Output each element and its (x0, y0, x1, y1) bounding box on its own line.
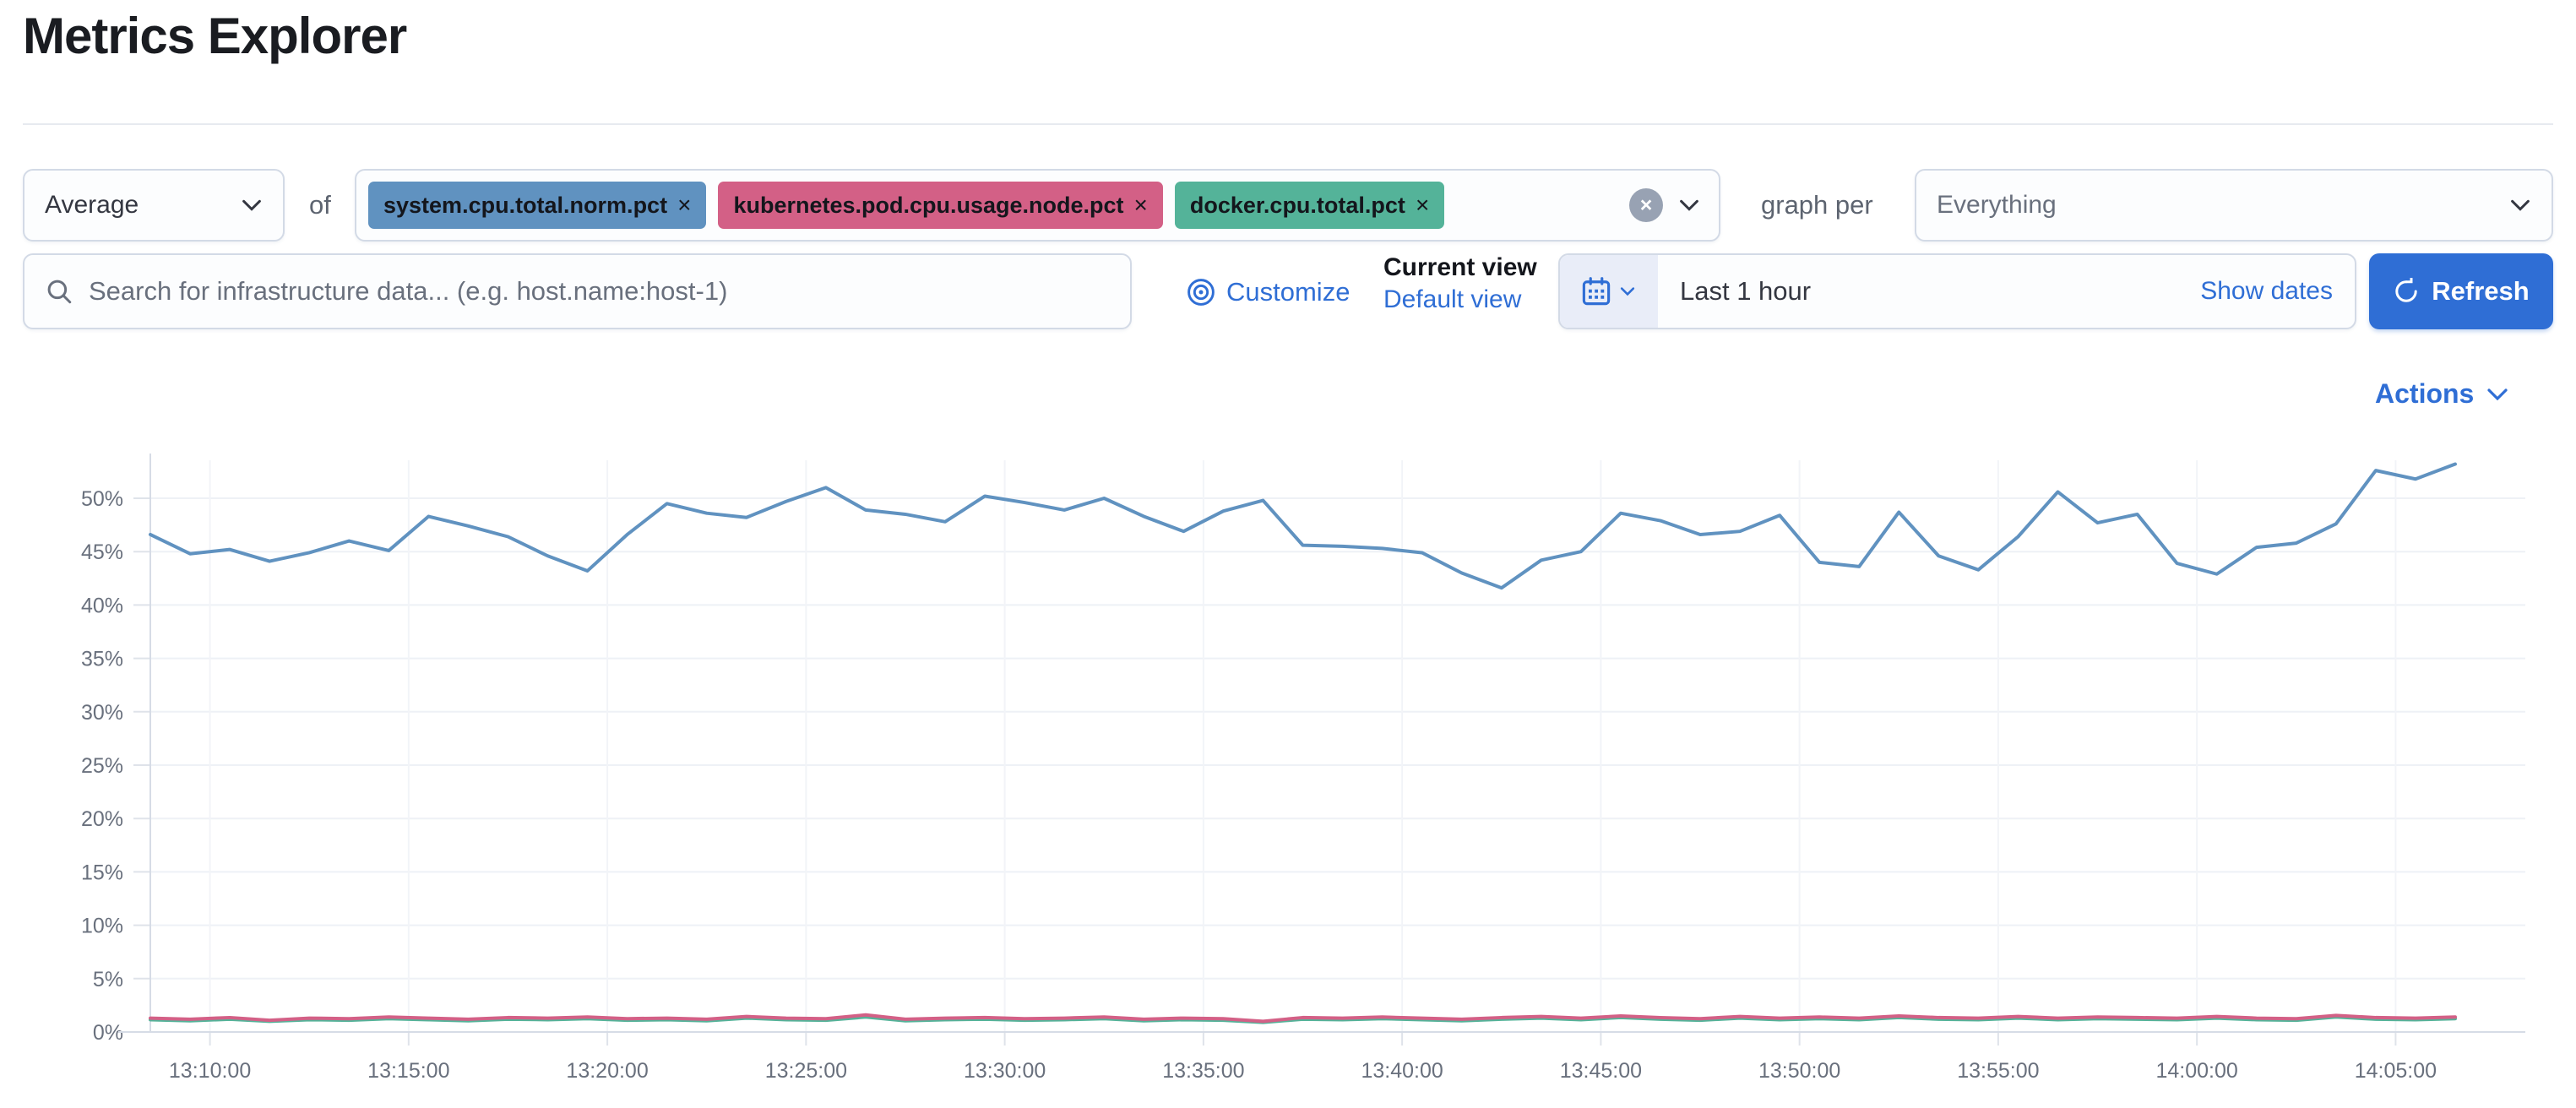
svg-text:13:55:00: 13:55:00 (1957, 1059, 2039, 1083)
calendar-icon (1582, 277, 1611, 306)
metric-tag[interactable]: kubernetes.pod.cpu.usage.node.pct × (718, 182, 1163, 229)
time-range-value[interactable]: Last 1 hour (1680, 276, 1812, 306)
clear-metrics-button[interactable]: × (1629, 188, 1663, 222)
remove-metric-icon[interactable]: × (677, 192, 692, 218)
svg-text:25%: 25% (81, 754, 123, 778)
svg-text:14:05:00: 14:05:00 (2355, 1059, 2437, 1083)
svg-text:10%: 10% (81, 915, 123, 938)
svg-text:13:35:00: 13:35:00 (1162, 1059, 1244, 1083)
date-picker: Last 1 hour Show dates (1558, 253, 2356, 329)
svg-text:13:45:00: 13:45:00 (1560, 1059, 1642, 1083)
svg-text:5%: 5% (93, 968, 123, 991)
date-picker-quick-menu[interactable] (1560, 255, 1658, 328)
svg-text:13:20:00: 13:20:00 (566, 1059, 648, 1083)
refresh-label: Refresh (2432, 276, 2530, 306)
metric-tag[interactable]: docker.cpu.total.pct × (1174, 182, 1445, 229)
svg-text:0%: 0% (93, 1021, 123, 1045)
svg-text:50%: 50% (81, 487, 123, 511)
metric-tag-label: system.cpu.total.norm.pct (383, 192, 668, 218)
circular-arrow-icon (2395, 278, 2417, 302)
current-view-label: Current view (1383, 253, 1537, 281)
remove-metric-icon[interactable]: × (1133, 192, 1148, 218)
show-dates-link[interactable]: Show dates (2200, 277, 2333, 305)
header-divider (23, 123, 2553, 125)
chevron-down-icon (2511, 199, 2530, 211)
customize-button[interactable]: Customize (1186, 277, 1350, 307)
metric-tag-list: system.cpu.total.norm.pct × kubernetes.p… (368, 182, 1629, 229)
chevron-down-icon[interactable] (1677, 193, 1702, 218)
aggregation-value: Average (45, 191, 139, 219)
actions-menu-button[interactable]: Actions (2375, 378, 2511, 410)
target-circles-icon (1187, 279, 1215, 306)
svg-text:40%: 40% (81, 594, 123, 617)
refresh-button[interactable]: Refresh (2369, 253, 2553, 329)
of-label: of (309, 190, 331, 220)
svg-text:30%: 30% (81, 701, 123, 725)
search-input[interactable] (89, 276, 1110, 307)
svg-text:13:40:00: 13:40:00 (1361, 1059, 1443, 1083)
search-icon (47, 280, 72, 304)
chevron-down-icon (2487, 388, 2508, 400)
aggregation-select[interactable]: Average (23, 169, 285, 242)
page-title: Metrics Explorer (23, 8, 407, 64)
actions-label: Actions (2375, 378, 2475, 409)
svg-text:14:00:00: 14:00:00 (2155, 1059, 2237, 1083)
graph-per-value: Everything (1937, 191, 2057, 219)
chevron-down-icon (1620, 287, 1635, 296)
graph-per-label: graph per (1761, 190, 1873, 220)
svg-text:13:10:00: 13:10:00 (169, 1059, 251, 1083)
svg-text:13:50:00: 13:50:00 (1758, 1059, 1840, 1083)
customize-label: Customize (1226, 277, 1350, 307)
svg-text:45%: 45% (81, 540, 123, 564)
graph-per-select[interactable]: Everything (1915, 169, 2553, 242)
chevron-down-icon (242, 199, 261, 211)
svg-text:13:15:00: 13:15:00 (367, 1059, 449, 1083)
remove-metric-icon[interactable]: × (1415, 192, 1430, 218)
svg-text:13:30:00: 13:30:00 (964, 1059, 1046, 1083)
svg-text:15%: 15% (81, 861, 123, 884)
metric-tag-label: kubernetes.pod.cpu.usage.node.pct (733, 192, 1124, 218)
svg-text:13:25:00: 13:25:00 (765, 1059, 847, 1083)
metric-tag-label: docker.cpu.total.pct (1189, 192, 1405, 218)
svg-text:35%: 35% (81, 648, 123, 671)
default-view-link[interactable]: Default view (1383, 285, 1522, 313)
metrics-combobox[interactable]: system.cpu.total.norm.pct × kubernetes.p… (355, 169, 1720, 242)
view-switcher: Current view Default view (1383, 253, 1537, 314)
search-bar (23, 253, 1132, 329)
metric-tag[interactable]: system.cpu.total.norm.pct × (368, 182, 707, 229)
svg-text:20%: 20% (81, 807, 123, 831)
